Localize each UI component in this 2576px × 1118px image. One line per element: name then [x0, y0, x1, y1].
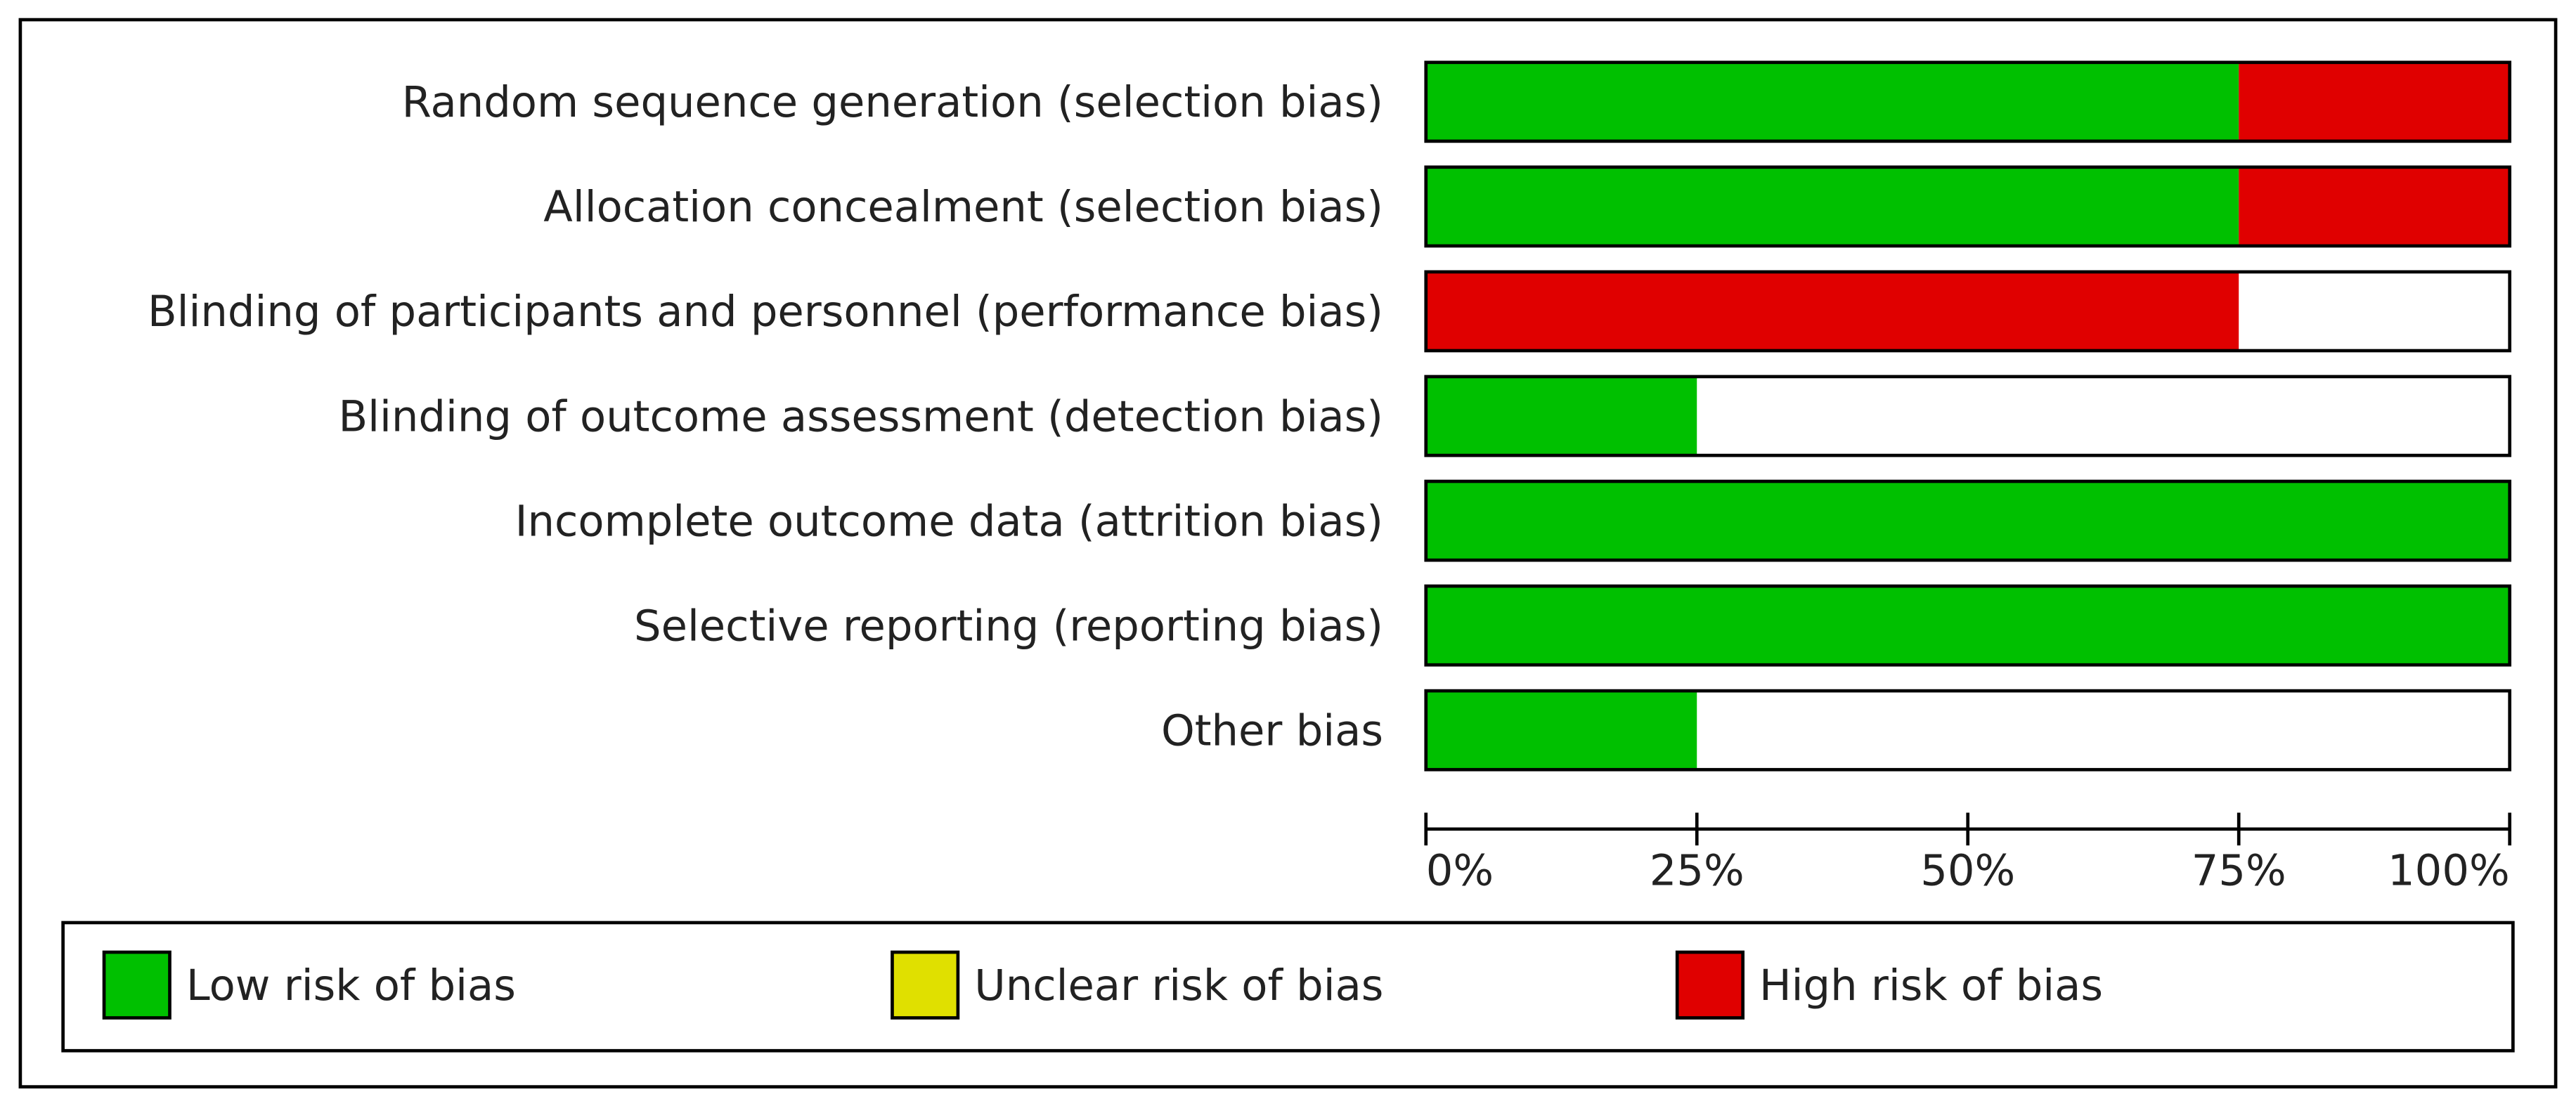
category-label: Blinding of outcome assessment (detectio… — [339, 392, 1383, 441]
bar-segment — [1425, 691, 1697, 770]
legend-label: Unclear risk of bias — [974, 961, 1383, 1010]
bar-frame — [1424, 375, 2512, 457]
bar-segment — [1425, 271, 2239, 351]
bar-frame — [1424, 165, 2512, 248]
category-label: Other bias — [1161, 706, 1383, 755]
category-label: Selective reporting (reporting bias) — [634, 602, 1383, 651]
bar-frame — [1424, 270, 2512, 353]
x-tick-label: 25% — [1650, 846, 1745, 895]
bar-segment — [2239, 62, 2510, 141]
x-tick-label: 50% — [1920, 846, 2015, 895]
bar-frame — [1424, 689, 2512, 772]
bar-segment — [1425, 481, 2510, 561]
category-label: Blinding of participants and personnel (… — [148, 287, 1383, 337]
bar-segment — [1425, 62, 2239, 141]
legend-swatch — [891, 950, 960, 1020]
bar-frame — [1424, 479, 2512, 562]
legend-label: High risk of bias — [1759, 961, 2103, 1010]
bar-frame — [1424, 60, 2512, 143]
bar-frame — [1424, 584, 2512, 667]
category-label: Random sequence generation (selection bi… — [402, 78, 1383, 127]
bar-segment — [1425, 586, 2510, 665]
bar-segment — [1425, 376, 1697, 456]
bar-segment — [1425, 167, 2239, 246]
legend-swatch — [102, 950, 171, 1020]
x-tick-label: 0% — [1426, 846, 1494, 895]
category-label: Allocation concealment (selection bias) — [543, 183, 1383, 232]
legend-swatch — [1675, 950, 1745, 1020]
legend-box — [61, 921, 2515, 1053]
x-tick-label: 100% — [2388, 846, 2510, 895]
legend-label: Low risk of bias — [186, 961, 516, 1010]
x-tick-label: 75% — [2192, 846, 2286, 895]
bar-segment — [2239, 167, 2510, 246]
category-label: Incomplete outcome data (attrition bias) — [515, 497, 1383, 546]
